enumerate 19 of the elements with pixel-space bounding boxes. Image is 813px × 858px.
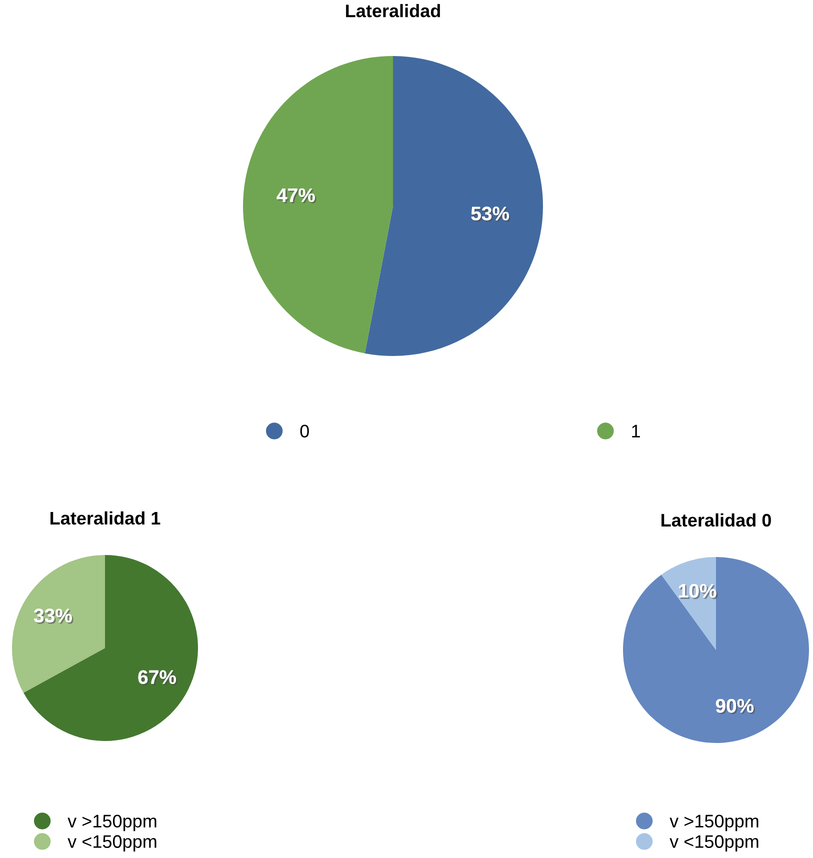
chart-title: Lateralidad 1: [50, 511, 160, 525]
data-label: 33%: [34, 608, 74, 624]
legend-label: v <150ppm: [670, 835, 758, 852]
legend-label: v <150ppm: [68, 835, 156, 852]
data-label: 67%: [138, 670, 178, 686]
legend-label: 0: [300, 424, 309, 438]
chart-title: Lateralidad 0: [662, 513, 771, 527]
legend-label: 1: [632, 424, 640, 438]
data-label: 90%: [716, 698, 756, 714]
pie-slice: [623, 557, 809, 743]
legend-label: v >150ppm: [68, 814, 156, 832]
pie-slice: [364, 56, 543, 356]
pie-slice: [24, 555, 198, 741]
data-label: 53%: [471, 206, 510, 222]
data-label: 47%: [276, 188, 316, 204]
chart-title: Lateralidad: [346, 4, 440, 18]
legend-label: v >150ppm: [670, 814, 758, 832]
pie-slice: [243, 56, 393, 354]
pie-slice: [12, 555, 105, 693]
